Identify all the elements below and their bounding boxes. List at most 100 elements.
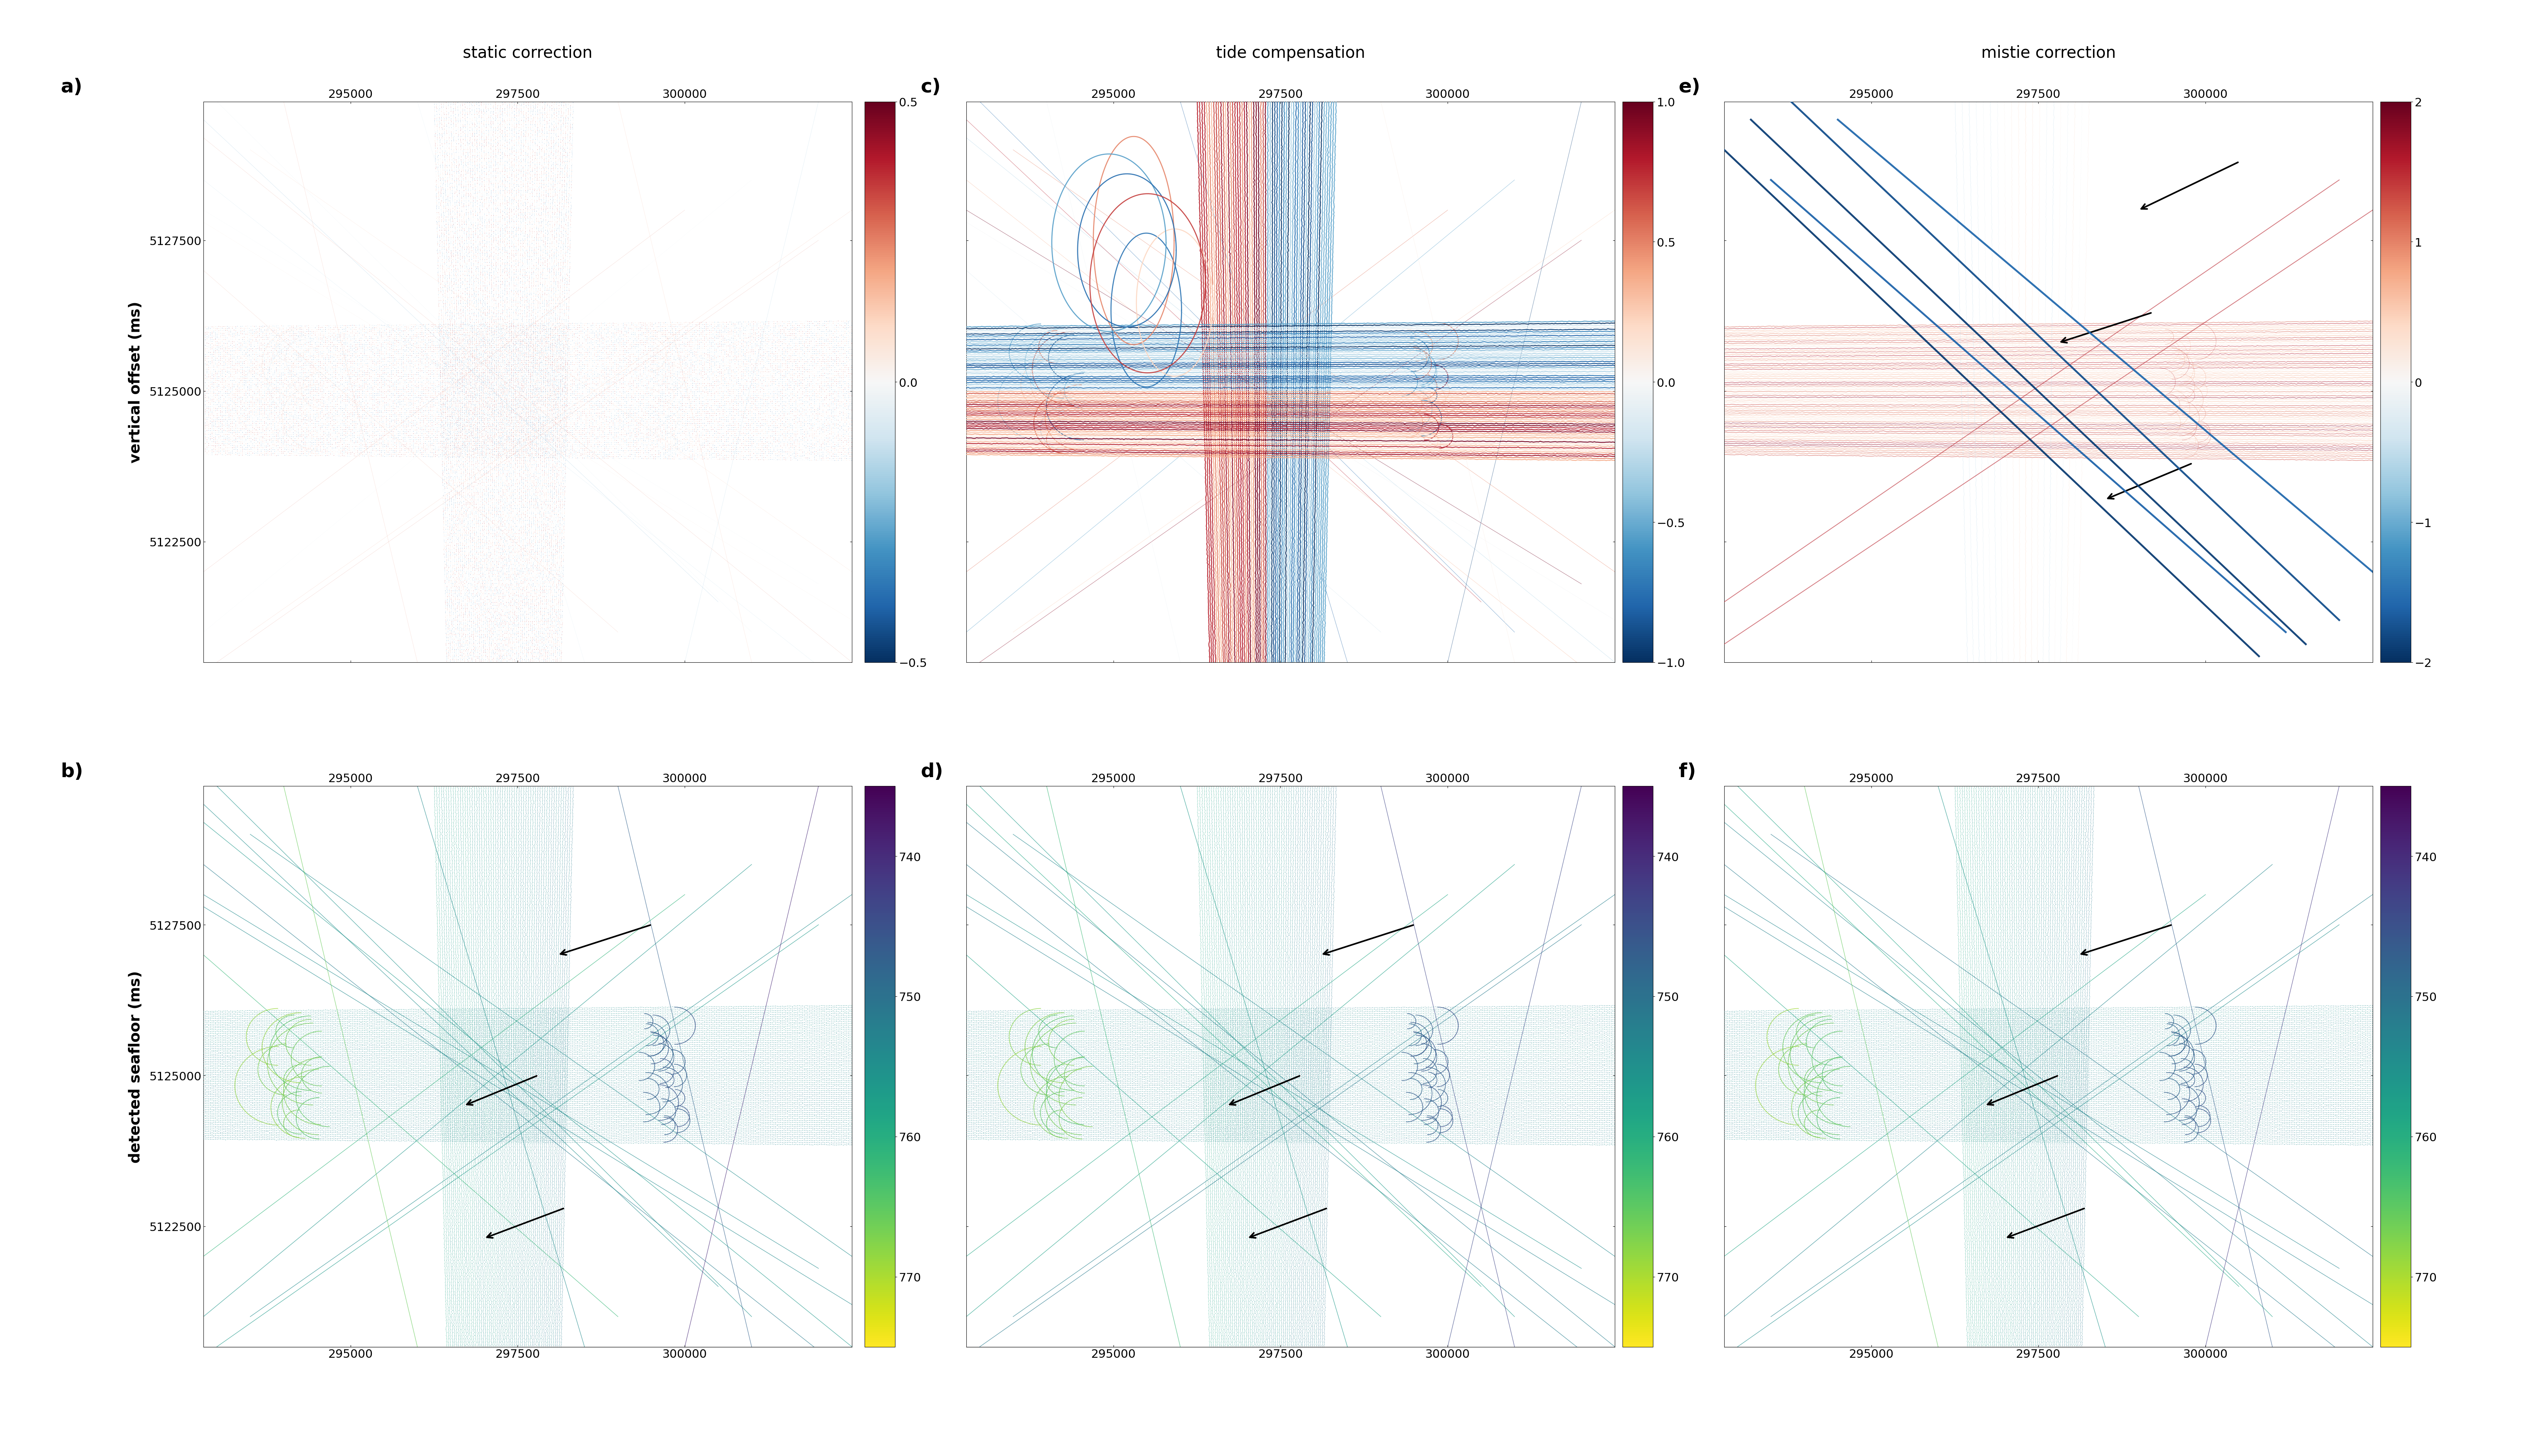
Point [565, 408, 605, 431]
Point [450, 520, 491, 543]
Point [486, 1123, 526, 1146]
Point [1238, 1192, 1279, 1216]
Point [524, 102, 565, 125]
Point [2022, 1013, 2062, 1037]
Point [1231, 1201, 1272, 1224]
Point [2128, 1088, 2169, 1111]
Point [2062, 1088, 2103, 1111]
Point [524, 801, 565, 824]
Point [2017, 1210, 2057, 1233]
Point [641, 444, 682, 467]
Point [506, 460, 547, 483]
Point [1228, 1271, 1269, 1294]
Point [1272, 1156, 1312, 1179]
Point [534, 1325, 575, 1348]
Point [1361, 1026, 1401, 1050]
Point [2228, 1008, 2268, 1031]
Point [1978, 1249, 2019, 1273]
Point [1200, 1045, 1241, 1069]
Point [498, 1053, 539, 1076]
Point [470, 1000, 511, 1024]
Point [493, 799, 534, 823]
Point [2197, 1029, 2238, 1053]
Point [1798, 1109, 1839, 1133]
Point [1971, 1067, 2012, 1091]
Point [1470, 1005, 1511, 1028]
Point [468, 780, 509, 804]
Point [374, 325, 415, 348]
Point [2017, 939, 2057, 962]
Point [234, 395, 275, 418]
Point [537, 639, 577, 662]
Point [257, 1082, 298, 1105]
Point [1177, 1029, 1218, 1053]
Point [488, 317, 529, 341]
Point [455, 1114, 496, 1137]
Point [1007, 1002, 1048, 1025]
Point [636, 333, 676, 357]
Point [544, 268, 585, 291]
Point [717, 434, 758, 457]
Point [1945, 1201, 1986, 1224]
Point [496, 507, 537, 530]
Point [1541, 1019, 1582, 1042]
Point [1109, 1006, 1149, 1029]
Point [610, 1108, 651, 1131]
Point [483, 282, 524, 306]
Point [501, 1133, 542, 1156]
Point [468, 1302, 509, 1325]
Point [837, 1093, 877, 1117]
Point [219, 399, 259, 422]
Point [476, 847, 516, 871]
Point [415, 361, 455, 384]
Point [1208, 1032, 1249, 1056]
Point [656, 441, 697, 464]
Point [445, 298, 486, 322]
Point [834, 1006, 875, 1029]
Point [961, 1075, 1002, 1098]
Point [1971, 1095, 2012, 1118]
Point [2261, 1088, 2301, 1111]
Point [1213, 923, 1254, 946]
Point [481, 556, 521, 579]
Point [2014, 1238, 2055, 1261]
Point [585, 1040, 626, 1063]
Point [943, 1002, 984, 1025]
Point [1546, 1013, 1587, 1037]
Point [422, 1040, 463, 1063]
Point [1945, 1099, 1986, 1123]
Point [491, 246, 531, 269]
Point [2314, 1073, 2355, 1096]
Point [2052, 820, 2093, 843]
Point [2123, 1112, 2164, 1136]
Point [458, 1144, 498, 1168]
Point [1986, 1095, 2027, 1118]
Point [1989, 1124, 2029, 1147]
Point [2039, 1105, 2080, 1128]
Point [331, 365, 371, 389]
Point [1333, 1066, 1373, 1089]
Point [2055, 1254, 2095, 1277]
Point [1976, 779, 2017, 802]
Point [181, 422, 221, 446]
Point [2052, 1112, 2093, 1136]
Point [369, 333, 409, 357]
Point [1195, 1082, 1236, 1105]
Point [298, 1109, 338, 1133]
Point [671, 997, 712, 1021]
Point [631, 392, 671, 415]
Point [303, 441, 343, 464]
Point [453, 314, 493, 338]
Point [651, 1108, 692, 1131]
Point [458, 558, 498, 581]
Point [1945, 1029, 1986, 1053]
Point [590, 409, 631, 432]
Point [381, 364, 422, 387]
Point [1244, 955, 1284, 978]
Point [2141, 1085, 2182, 1108]
Point [977, 1079, 1017, 1102]
Point [526, 99, 567, 122]
Point [537, 131, 577, 154]
Point [1277, 1207, 1317, 1230]
Point [468, 430, 509, 453]
